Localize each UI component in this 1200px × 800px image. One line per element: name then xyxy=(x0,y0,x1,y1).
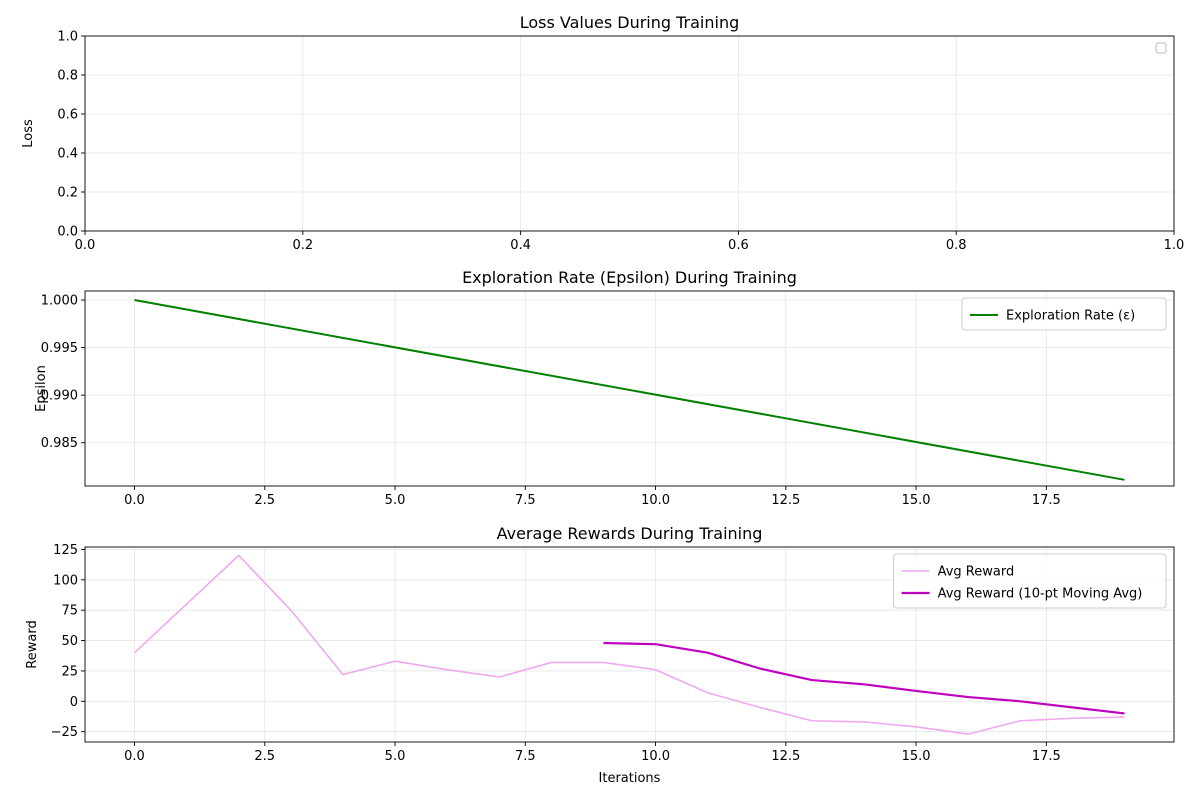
series-line-1 xyxy=(133,554,1125,735)
y-axis-label: Loss xyxy=(21,119,36,148)
axes-frame xyxy=(84,290,1175,487)
axes-frame xyxy=(84,546,1175,743)
y-tick-label: 0.990 xyxy=(41,389,78,404)
legend-label-1: Exploration Rate (ε) xyxy=(1006,309,1135,324)
legend-box xyxy=(893,553,1167,609)
x-tick-label: 0.4 xyxy=(510,238,531,253)
series-line-2 xyxy=(603,641,1125,715)
chart-title: Average Rewards During Training xyxy=(497,524,763,543)
legend-box xyxy=(961,297,1167,331)
x-tick-label: 7.5 xyxy=(515,749,536,764)
legend: Exploration Rate (ε) xyxy=(961,297,1167,331)
chart-title: Loss Values During Training xyxy=(520,13,740,32)
x-tick-label: 0.0 xyxy=(75,238,96,253)
y-tick-label: 0.985 xyxy=(41,436,78,451)
y-tick-label: 0.4 xyxy=(57,147,78,162)
subplot-1: 0.0 0.2 0.4 0.6 0.8 1.0 0.0 0.2 0.4 0.6 0.8 1.0 Loss… xyxy=(21,13,1184,253)
x-tick-label: 0.0 xyxy=(124,493,145,508)
y-tick-label: 25 xyxy=(61,664,78,679)
x-tick-label: 15.0 xyxy=(902,749,931,764)
x-tick-label: 0.6 xyxy=(728,238,749,253)
x-tick-label: 5.0 xyxy=(385,493,406,508)
y-tick-label: 0.995 xyxy=(41,341,78,356)
legend-box xyxy=(1155,42,1167,54)
y-tick-label: 0.6 xyxy=(57,108,78,123)
x-tick-label: 17.5 xyxy=(1032,493,1061,508)
y-axis-label: Reward xyxy=(25,620,40,668)
y-tick-label: 125 xyxy=(53,543,78,558)
x-tick-label: 2.5 xyxy=(254,749,275,764)
x-tick-label: 12.5 xyxy=(771,493,800,508)
y-tick-label: 1.0 xyxy=(57,30,78,45)
x-tick-label: 2.5 xyxy=(254,493,275,508)
legend-label-1: Avg Reward xyxy=(938,565,1015,580)
y-tick-label: 75 xyxy=(61,604,78,619)
subplot-3: 0.0 2.5 5.0 7.5 10.0 12.5 15.0 17.5 −25 0 25 50 75 10… xyxy=(25,524,1175,786)
x-tick-label: 15.0 xyxy=(902,493,931,508)
x-tick-label: 10.0 xyxy=(641,493,670,508)
x-tick-label: 12.5 xyxy=(771,749,800,764)
x-axis-label: Iterations xyxy=(599,771,661,786)
y-tick-label: 50 xyxy=(61,634,78,649)
axes-frame xyxy=(84,35,1175,232)
x-tick-label: 17.5 xyxy=(1032,749,1061,764)
y-tick-label: 0.2 xyxy=(57,186,78,201)
y-tick-label: 0 xyxy=(70,695,78,710)
legend xyxy=(1155,42,1167,54)
legend-label-2: Avg Reward (10-pt Moving Avg) xyxy=(938,587,1143,602)
y-axis-label: Epsilon xyxy=(34,365,49,412)
x-tick-label: 7.5 xyxy=(515,493,536,508)
y-tick-label: 0.8 xyxy=(57,69,78,84)
x-tick-label: 0.2 xyxy=(292,238,313,253)
subplot-2: 0.0 2.5 5.0 7.5 10.0 12.5 15.0 17.5 0.985 0.990 0.… xyxy=(34,268,1175,508)
y-tick-label: 1.000 xyxy=(41,294,78,309)
legend: Avg Reward Avg Reward (10-pt Moving Avg) xyxy=(893,553,1167,609)
y-tick-label: 0.0 xyxy=(57,225,78,240)
y-tick-label: 100 xyxy=(53,573,78,588)
chart-title: Exploration Rate (Epsilon) During Traini… xyxy=(462,268,797,287)
x-tick-label: 5.0 xyxy=(385,749,406,764)
x-tick-label: 10.0 xyxy=(641,749,670,764)
x-tick-label: 1.0 xyxy=(1164,238,1185,253)
y-tick-label: −25 xyxy=(51,725,78,740)
series-line-1 xyxy=(134,299,1125,481)
x-tick-label: 0.8 xyxy=(946,238,967,253)
x-tick-label: 0.0 xyxy=(124,749,145,764)
